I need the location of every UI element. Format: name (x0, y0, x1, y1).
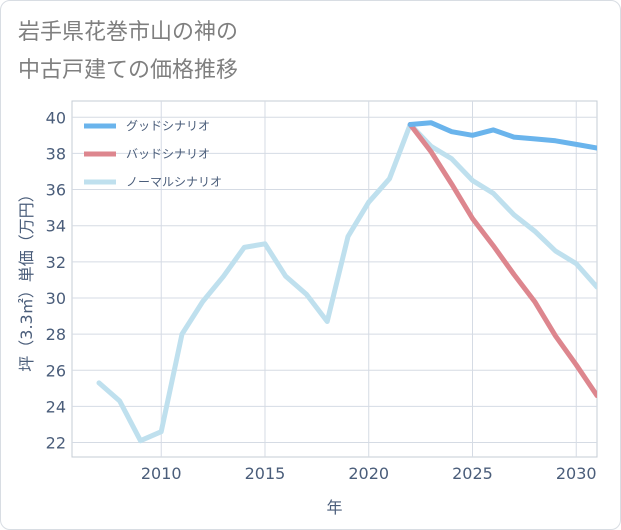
y-tick-label: 40 (46, 108, 66, 127)
y-tick-label: 38 (46, 144, 66, 163)
y-tick-label: 22 (46, 434, 66, 453)
plot-area (71, 100, 598, 458)
y-tick-label: 32 (46, 253, 66, 272)
y-tick-label: 30 (46, 289, 66, 308)
y-axis-ticks: 22 24 26 28 30 32 34 36 38 40 (46, 108, 66, 452)
series-line-good (407, 120, 597, 151)
y-axis-label: 坪（3.3㎡）単価（万円） (17, 186, 36, 371)
x-axis-ticks: 2010 2015 2020 2025 2030 (141, 464, 597, 483)
x-tick-label: 2010 (141, 464, 182, 483)
legend-label-good: グッドシナリオ (126, 119, 210, 133)
chart-title: 岩手県花巻市山の神の 中古戸建ての価格推移 (18, 14, 238, 90)
series-line-bad (407, 122, 597, 399)
x-tick-label: 2020 (348, 464, 389, 483)
x-tick-label: 2030 (556, 464, 597, 483)
chart-title-line2: 中古戸建ての価格推移 (18, 58, 239, 83)
legend-label-normal: ノーマルシナリオ (126, 175, 222, 189)
x-axis-label: 年 (326, 498, 342, 517)
x-tick-label: 2015 (245, 464, 286, 483)
x-tick-label: 2025 (452, 464, 493, 483)
y-tick-label: 28 (46, 325, 66, 344)
y-tick-label: 36 (46, 181, 66, 200)
y-tick-label: 24 (46, 397, 66, 416)
y-tick-label: 34 (46, 217, 66, 236)
y-tick-label: 26 (46, 361, 66, 380)
series-line-normal (96, 122, 597, 444)
chart-title-line1: 岩手県花巻市山の神の (18, 20, 239, 45)
legend-label-bad: バッドシナリオ (126, 147, 210, 161)
series-lines (96, 120, 597, 444)
grid-lines (72, 101, 597, 457)
